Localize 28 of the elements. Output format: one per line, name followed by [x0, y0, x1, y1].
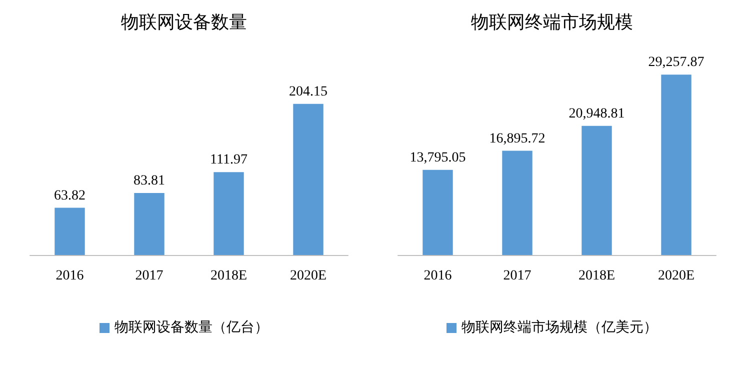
x-tick-label: 2016 [424, 268, 452, 284]
x-tick-label: 2020E [658, 268, 695, 284]
bar [502, 150, 532, 255]
bar [661, 74, 692, 255]
legend-label: 物联网设备数量（亿台） [114, 320, 268, 336]
x-tick-label: 2018E [578, 268, 616, 284]
data-label: 111.97 [210, 152, 248, 168]
data-label: 29,257.87 [648, 55, 704, 70]
x-tick-label: 2018E [210, 268, 248, 284]
chart-title: 物联网终端市场规模 [471, 12, 633, 32]
data-label: 204.15 [289, 84, 328, 100]
bar [422, 170, 453, 255]
chart-title: 物联网设备数量 [121, 12, 247, 32]
bar [293, 104, 324, 255]
data-label: 16,895.72 [489, 131, 546, 146]
x-tick-label: 2016 [56, 268, 84, 284]
x-tick-label: 2017 [135, 268, 164, 284]
data-label: 83.81 [134, 173, 165, 188]
data-label: 20,948.81 [568, 106, 625, 122]
bar [214, 172, 244, 255]
x-tick-label: 2017 [503, 268, 532, 284]
x-tick-label: 2020E [290, 268, 327, 284]
bar [54, 208, 85, 255]
bar [134, 192, 164, 255]
legend-label: 物联网终端市场规模（亿美元） [462, 320, 658, 336]
data-label: 13,795.05 [410, 150, 466, 166]
bar [582, 126, 612, 255]
data-label: 63.82 [54, 188, 86, 204]
